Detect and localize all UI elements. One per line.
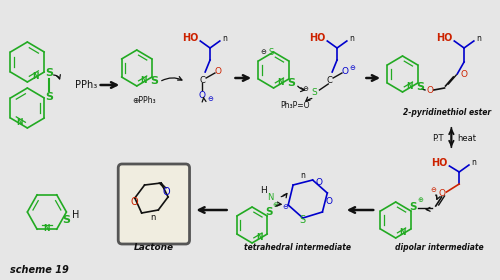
- Text: S: S: [45, 92, 53, 102]
- Text: n: n: [300, 171, 306, 179]
- Text: scheme 19: scheme 19: [10, 265, 68, 275]
- Text: ⊕: ⊕: [272, 202, 278, 208]
- Text: O: O: [326, 197, 332, 207]
- Text: O: O: [438, 190, 445, 199]
- Text: N: N: [32, 72, 38, 81]
- Text: n: n: [150, 213, 156, 223]
- Text: N: N: [406, 82, 413, 91]
- Text: S: S: [300, 215, 306, 225]
- Text: N: N: [16, 118, 22, 127]
- Text: N: N: [268, 193, 274, 202]
- Text: N: N: [256, 233, 262, 242]
- Text: HO: HO: [310, 33, 326, 43]
- Text: O: O: [426, 85, 434, 95]
- Text: O: O: [198, 90, 205, 99]
- Text: O: O: [342, 67, 348, 76]
- Text: HO: HO: [182, 33, 198, 43]
- Text: S: S: [416, 82, 424, 92]
- FancyBboxPatch shape: [118, 164, 190, 244]
- Text: S: S: [45, 68, 53, 78]
- Text: ⊖: ⊖: [431, 187, 436, 193]
- Text: dipolar intermediate: dipolar intermediate: [396, 244, 484, 253]
- Text: C: C: [200, 76, 205, 85]
- Text: H: H: [260, 186, 267, 195]
- Text: tetrahedral intermediate: tetrahedral intermediate: [244, 244, 352, 253]
- Text: PPh₃: PPh₃: [75, 80, 97, 90]
- Text: Lactone: Lactone: [134, 244, 173, 253]
- Text: C: C: [326, 76, 332, 85]
- Text: ⊕: ⊕: [417, 197, 423, 203]
- Text: n: n: [350, 34, 354, 43]
- Text: N: N: [400, 228, 406, 237]
- Text: n: n: [472, 158, 476, 167]
- Text: S: S: [269, 48, 274, 57]
- Text: O: O: [460, 69, 468, 78]
- Text: ⊕PPh₃: ⊕PPh₃: [133, 95, 156, 104]
- Text: N: N: [278, 78, 284, 87]
- Text: ⊖: ⊖: [282, 204, 288, 210]
- Text: S: S: [62, 215, 70, 225]
- Text: S: S: [410, 202, 417, 212]
- Text: ⊖: ⊖: [261, 49, 266, 55]
- Text: H: H: [72, 210, 79, 220]
- Text: ⊖: ⊖: [207, 96, 213, 102]
- Text: heat: heat: [458, 134, 476, 143]
- Text: P.T: P.T: [432, 134, 444, 143]
- Text: S: S: [287, 78, 295, 88]
- Text: N: N: [44, 224, 50, 233]
- Text: O: O: [130, 197, 138, 207]
- Text: O: O: [214, 67, 222, 76]
- Text: O: O: [316, 178, 323, 186]
- Text: N: N: [140, 76, 147, 85]
- Text: S: S: [150, 76, 158, 86]
- Text: 2-pyridinethiol ester: 2-pyridinethiol ester: [404, 108, 492, 116]
- Text: n: n: [222, 34, 227, 43]
- Text: ⊖: ⊖: [350, 65, 356, 71]
- Text: ⊖: ⊖: [303, 86, 308, 92]
- Text: O: O: [162, 187, 170, 197]
- Text: HO: HO: [432, 158, 448, 168]
- Text: Ph₃P=O: Ph₃P=O: [280, 101, 310, 109]
- Text: n: n: [476, 34, 481, 43]
- Text: HO: HO: [436, 33, 452, 43]
- Text: S: S: [265, 207, 272, 217]
- Text: S: S: [312, 88, 318, 97]
